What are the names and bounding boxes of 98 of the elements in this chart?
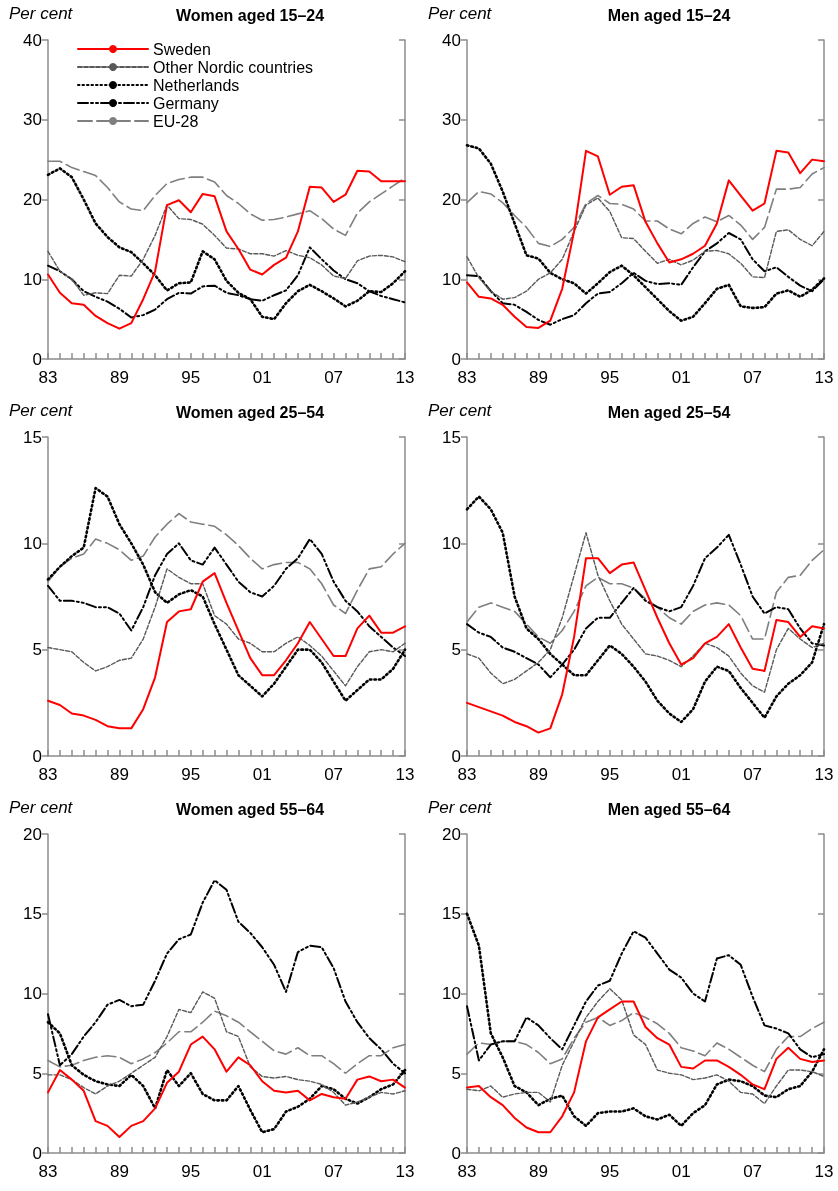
chart-title: Men aged 15–24 [607, 6, 731, 24]
x-tick-label: 95 [600, 1162, 620, 1181]
y-axis-title: Per cent [428, 4, 493, 23]
y-tick-label: 20 [442, 190, 461, 209]
y-tick-label: 0 [451, 1143, 461, 1163]
y-tick-label: 5 [451, 640, 461, 660]
y-tick-label: 5 [32, 640, 42, 660]
y-tick-label: 20 [442, 824, 461, 844]
line-series [465, 495, 826, 724]
x-tick-label: 07 [743, 765, 763, 784]
line-series [466, 557, 825, 734]
y-tick-label: 10 [442, 533, 461, 553]
y-tick-label: 5 [451, 1063, 461, 1083]
line-series [465, 912, 826, 1128]
chart-title: Women aged 55–64 [175, 800, 325, 818]
y-tick-label: 30 [442, 110, 461, 130]
y-tick-label: 15 [23, 427, 42, 447]
x-tick-label: 89 [109, 765, 129, 784]
x-tick-label: 83 [457, 765, 477, 784]
y-tick-label: 20 [23, 190, 42, 209]
x-tick-label: 01 [671, 765, 691, 784]
y-tick-label: 0 [32, 1143, 42, 1163]
x-tick-label: 13 [814, 368, 834, 387]
x-tick-label: 89 [528, 765, 548, 784]
y-axis-title: Per cent [9, 4, 74, 23]
y-tick-label: 10 [23, 269, 42, 289]
legend-label: EU-28 [153, 112, 199, 130]
line-series [466, 1011, 825, 1073]
x-tick-label: 95 [181, 368, 201, 387]
x-tick-label: 01 [252, 368, 272, 387]
y-tick-label: 40 [442, 30, 461, 50]
x-tick-label: 13 [395, 368, 415, 387]
x-tick-label: 95 [181, 1162, 201, 1181]
line-series [466, 197, 825, 300]
legend-label: Netherlands [153, 76, 240, 94]
y-axis-title: Per cent [428, 401, 493, 420]
legend-label: Other Nordic countries [153, 58, 314, 76]
y-tick-label: 20 [23, 824, 42, 844]
line-series [466, 548, 825, 645]
y-axis-title: Per cent [9, 798, 74, 817]
x-tick-label: 95 [600, 368, 620, 387]
line-series [466, 1000, 825, 1134]
y-tick-label: 10 [442, 984, 461, 1003]
x-tick-label: 13 [395, 1162, 415, 1181]
line-series [466, 988, 825, 1105]
chart-title: Women aged 15–24 [175, 6, 325, 24]
x-tick-label: 13 [814, 1162, 834, 1181]
y-tick-label: 0 [32, 349, 42, 369]
x-tick-label: 01 [252, 1162, 272, 1181]
y-tick-label: 15 [23, 904, 42, 924]
chart-title: Men aged 25–54 [607, 403, 731, 421]
x-tick-label: 07 [324, 368, 344, 387]
x-tick-label: 83 [38, 765, 58, 784]
x-tick-label: 07 [324, 1162, 344, 1181]
chart-title: Women aged 25–54 [175, 403, 325, 421]
x-tick-label: 07 [743, 368, 763, 387]
x-tick-label: 83 [38, 1162, 58, 1181]
line-series [47, 512, 406, 615]
x-tick-label: 83 [457, 368, 477, 387]
y-axis-title: Per cent [9, 401, 74, 420]
x-tick-label: 95 [181, 765, 201, 784]
y-tick-label: 10 [23, 533, 42, 553]
line-series [47, 1010, 406, 1075]
y-tick-label: 40 [23, 30, 42, 50]
line-series [47, 991, 406, 1106]
x-tick-label: 83 [457, 1162, 477, 1181]
line-series [47, 1035, 406, 1139]
legend-label: Germany [153, 94, 219, 112]
x-tick-label: 89 [109, 368, 129, 387]
line-series [47, 204, 406, 296]
x-tick-label: 01 [252, 765, 272, 784]
x-tick-label: 83 [38, 368, 58, 387]
y-tick-label: 0 [451, 349, 461, 369]
line-series [47, 568, 406, 687]
y-tick-label: 15 [442, 904, 461, 924]
y-tick-label: 30 [23, 110, 42, 130]
y-tick-label: 5 [32, 1063, 42, 1083]
y-tick-label: 0 [32, 746, 42, 766]
legend-label: Sweden [153, 40, 211, 58]
x-tick-label: 13 [814, 765, 834, 784]
x-tick-label: 13 [395, 765, 415, 784]
y-tick-label: 15 [442, 427, 461, 447]
x-tick-label: 01 [671, 1162, 691, 1181]
line-series [47, 572, 406, 730]
x-tick-label: 07 [324, 765, 344, 784]
x-tick-label: 01 [671, 368, 691, 387]
chart-title: Men aged 55–64 [607, 800, 731, 818]
x-tick-label: 95 [600, 765, 620, 784]
line-series [46, 486, 407, 703]
x-tick-label: 07 [743, 1162, 763, 1181]
x-tick-label: 89 [528, 1162, 548, 1181]
y-tick-label: 10 [442, 269, 461, 289]
y-axis-title: Per cent [428, 798, 493, 817]
x-tick-label: 89 [109, 1162, 129, 1181]
y-tick-label: 10 [23, 984, 42, 1003]
y-tick-label: 0 [451, 746, 461, 766]
line-series [466, 166, 825, 248]
x-tick-label: 89 [528, 368, 548, 387]
